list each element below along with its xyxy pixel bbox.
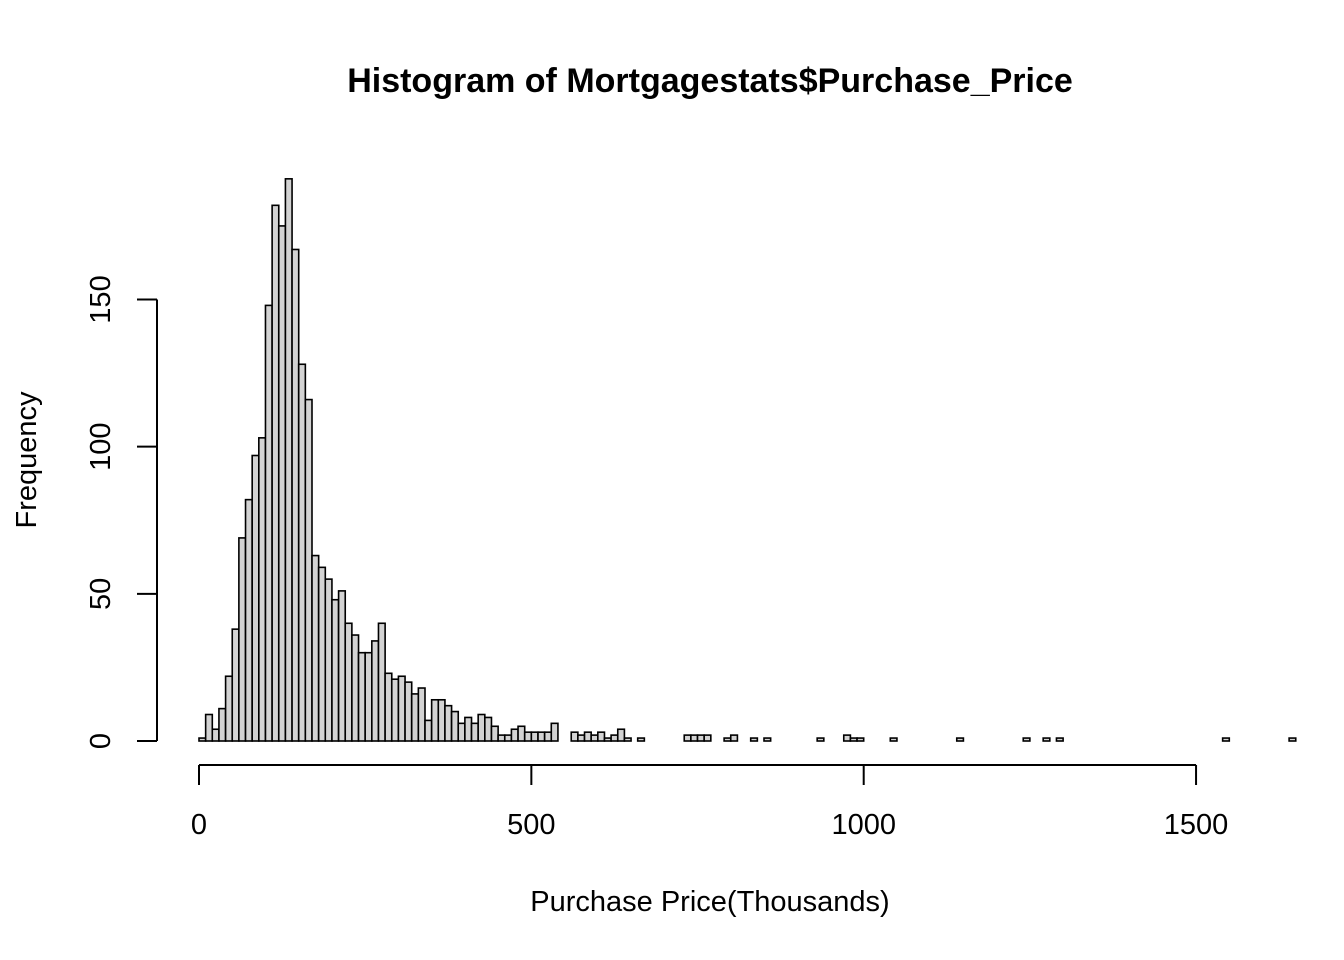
histogram-bar bbox=[371, 640, 380, 742]
histogram-bar bbox=[510, 728, 519, 742]
x-tick-label: 500 bbox=[507, 809, 555, 841]
histogram-bar bbox=[271, 204, 280, 742]
y-axis: 0 50 100 150 bbox=[85, 275, 158, 749]
histogram-bar bbox=[842, 734, 852, 742]
histogram-bar bbox=[816, 737, 825, 742]
histogram-bar bbox=[696, 734, 705, 742]
histogram-bar bbox=[955, 737, 965, 742]
histogram-bar bbox=[231, 628, 240, 742]
histogram-bar bbox=[430, 698, 440, 742]
histogram-bar bbox=[723, 737, 732, 742]
histogram-bar bbox=[517, 725, 526, 742]
x-axis-label: Purchase Price(Thousands) bbox=[530, 886, 889, 918]
histogram-bar bbox=[616, 728, 626, 742]
histogram-bar bbox=[457, 722, 466, 742]
histogram-bar bbox=[470, 722, 479, 742]
histogram-bar bbox=[763, 737, 772, 742]
histogram-bar bbox=[364, 651, 373, 742]
histogram-bar bbox=[450, 710, 460, 742]
histogram-bar bbox=[583, 731, 592, 742]
histogram-bar bbox=[351, 634, 360, 742]
histogram-bar bbox=[603, 737, 612, 742]
histogram-bar bbox=[410, 693, 420, 742]
y-tick-label: 100 bbox=[85, 422, 117, 470]
histogram-bar bbox=[337, 590, 347, 742]
histogram-bar bbox=[284, 178, 293, 742]
histogram-bar bbox=[577, 734, 586, 742]
histogram-bar bbox=[749, 737, 759, 742]
histogram-bar bbox=[357, 651, 366, 742]
histogram-bar bbox=[377, 622, 386, 742]
histogram-bar bbox=[477, 713, 486, 742]
histogram-bar bbox=[218, 707, 227, 742]
histogram-bar bbox=[1221, 737, 1231, 742]
histogram-bar bbox=[856, 737, 865, 742]
bars-group bbox=[198, 178, 1297, 742]
histogram-bar bbox=[523, 731, 533, 742]
histogram-bar bbox=[244, 498, 253, 742]
y-tick-label: 50 bbox=[85, 578, 117, 610]
histogram-bar bbox=[238, 537, 247, 742]
y-axis-label: Frequency bbox=[11, 391, 43, 529]
histogram-bar bbox=[304, 398, 313, 742]
histogram-bar bbox=[1055, 737, 1064, 742]
histogram-bar bbox=[610, 734, 619, 742]
histogram-bar bbox=[297, 363, 307, 742]
histogram-bar bbox=[198, 737, 207, 742]
histogram-bar bbox=[390, 678, 400, 742]
histogram-bar bbox=[464, 716, 473, 742]
histogram-bar bbox=[397, 675, 406, 742]
histogram-bar bbox=[1022, 737, 1031, 742]
histogram-bar bbox=[258, 437, 267, 742]
histogram-bar bbox=[311, 554, 320, 742]
histogram-bar bbox=[1288, 737, 1297, 742]
chart-title: Histogram of Mortgagestats$Purchase_Pric… bbox=[347, 62, 1073, 100]
histogram-bar bbox=[224, 675, 234, 742]
x-tick-label: 1000 bbox=[831, 809, 896, 841]
x-axis: 0 500 1000 1500 bbox=[191, 764, 1229, 841]
histogram-bar bbox=[404, 681, 413, 742]
histogram-bar bbox=[291, 248, 300, 742]
histogram-bar bbox=[384, 672, 393, 742]
histogram-bar bbox=[211, 728, 220, 742]
histogram-bar bbox=[324, 578, 333, 742]
histogram-bar bbox=[204, 713, 214, 742]
histogram-bar bbox=[636, 737, 646, 742]
x-tick-label: 0 bbox=[191, 809, 207, 841]
histogram-bar bbox=[889, 737, 898, 742]
histogram-bar bbox=[623, 737, 632, 742]
histogram-bar bbox=[437, 698, 446, 742]
histogram-bar bbox=[503, 734, 513, 742]
histogram-bar bbox=[424, 719, 433, 742]
histogram-bar bbox=[590, 734, 599, 742]
y-tick-label: 150 bbox=[85, 275, 117, 323]
histogram-bar bbox=[417, 687, 426, 742]
histogram-bar bbox=[331, 598, 340, 742]
histogram-bar bbox=[703, 734, 712, 742]
y-tick-label: 0 bbox=[85, 733, 117, 749]
histogram-bar bbox=[317, 566, 327, 742]
histogram-bar bbox=[444, 704, 453, 742]
histogram-bar bbox=[729, 734, 739, 742]
histogram-bar bbox=[849, 737, 858, 742]
histogram-bar bbox=[550, 722, 559, 742]
histogram-bar bbox=[597, 731, 606, 742]
histogram-bar bbox=[543, 731, 553, 742]
histogram-bar bbox=[277, 225, 287, 742]
histogram-bar bbox=[690, 734, 699, 742]
histogram-bar bbox=[490, 725, 499, 742]
histogram-bar bbox=[683, 734, 692, 742]
x-tick-label: 1500 bbox=[1164, 809, 1229, 841]
histogram-bar bbox=[484, 716, 493, 742]
histogram-bar bbox=[1042, 737, 1051, 742]
histogram-bar bbox=[570, 731, 579, 742]
histogram-bar bbox=[264, 304, 273, 742]
histogram-bar bbox=[251, 454, 260, 742]
histogram-bar bbox=[530, 731, 539, 742]
histogram-bar bbox=[537, 731, 546, 742]
histogram-bar bbox=[497, 734, 506, 742]
histogram-bar bbox=[344, 622, 353, 742]
